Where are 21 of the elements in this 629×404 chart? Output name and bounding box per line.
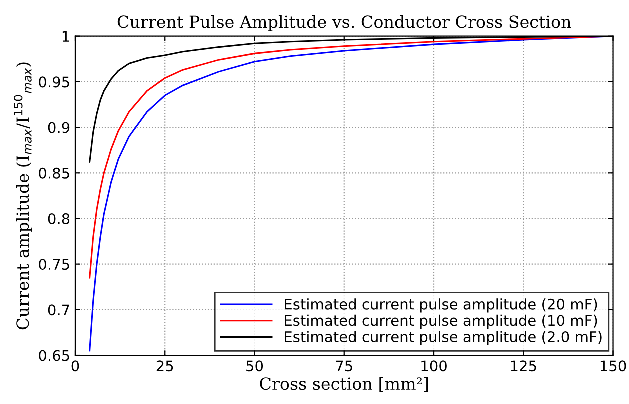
y-tick-label: 0.95 xyxy=(39,76,70,88)
x-tick-label: 100 xyxy=(422,360,447,372)
y-tick-label: 0.8 xyxy=(48,213,70,224)
legend-label: Estimated current pulse amplitude (10 mF) xyxy=(285,314,598,330)
y-tick-label: 0.7 xyxy=(48,304,70,316)
x-axis-title: Cross section [mm²] xyxy=(260,377,428,392)
y-tick-label: 0.75 xyxy=(39,259,70,270)
x-tick-label: 150 xyxy=(600,360,626,372)
x-tick-label: 0 xyxy=(72,360,80,372)
chart-title: Current Pulse Amplitude vs. Conductor Cross Section xyxy=(118,15,572,32)
y-tick-label: 0.85 xyxy=(39,168,70,179)
y-tick-label: 0.65 xyxy=(39,350,70,362)
x-tick-label: 75 xyxy=(336,360,352,372)
y-axis-title: Current amplitude (I$_{max}$/I$^{150}$$_{max}$) xyxy=(14,62,32,330)
legend-label: Estimated current pulse amplitude (20 mF) xyxy=(285,298,598,313)
x-tick-label: 50 xyxy=(246,360,264,372)
legend-label: Estimated current pulse amplitude (2.0 mF) xyxy=(285,331,602,346)
x-tick-label: 125 xyxy=(511,360,536,372)
y-tick-label: 0.9 xyxy=(48,122,70,134)
y-tick-label: 1 xyxy=(62,31,70,42)
x-tick-label: 25 xyxy=(156,360,174,372)
